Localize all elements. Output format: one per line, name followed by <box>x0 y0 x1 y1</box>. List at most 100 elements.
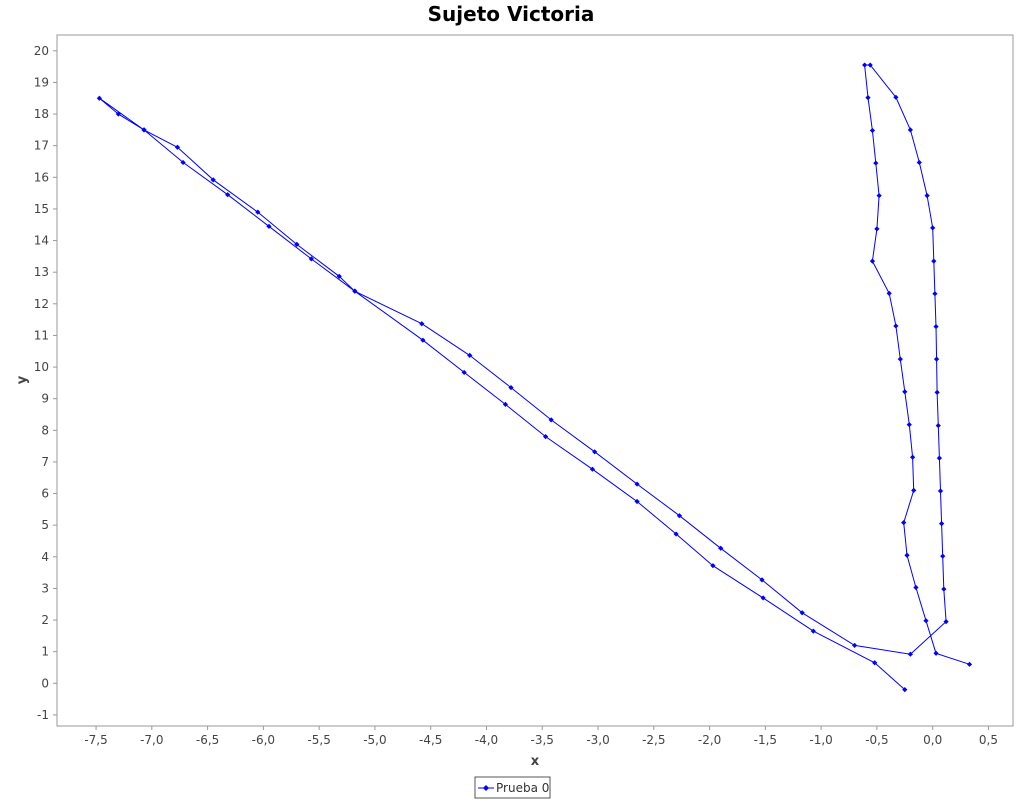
x-tick-label: 0,5 <box>979 733 998 747</box>
data-point <box>933 356 940 362</box>
x-tick-label: 0,0 <box>923 733 942 747</box>
x-tick-label: -5,5 <box>307 733 330 747</box>
x-tick-label: -2,0 <box>698 733 721 747</box>
data-point <box>502 401 509 407</box>
y-tick-label: 14 <box>34 234 49 248</box>
data-point <box>907 127 913 133</box>
data-point <box>872 660 878 666</box>
y-tick-label: 19 <box>34 75 49 89</box>
data-point <box>867 62 873 68</box>
data-point <box>96 95 102 101</box>
data-point <box>799 610 805 616</box>
data-point <box>759 577 765 583</box>
data-point <box>548 417 554 423</box>
data-point <box>592 449 598 455</box>
x-tick-label: -3,5 <box>531 733 554 747</box>
data-point <box>904 552 910 558</box>
y-tick-label: 5 <box>41 518 49 532</box>
data-point <box>115 111 121 117</box>
legend: Prueba 0 <box>474 776 551 799</box>
data-point <box>865 95 871 101</box>
y-tick-label: 12 <box>34 297 49 311</box>
data-point <box>886 290 892 296</box>
data-point <box>893 94 899 100</box>
data-point <box>467 352 473 358</box>
data-point <box>935 422 941 429</box>
y-tick-label: -1 <box>37 708 49 722</box>
y-tick-label: 13 <box>34 265 49 279</box>
y-tick-label: 0 <box>41 676 49 690</box>
data-point <box>933 323 939 330</box>
data-point <box>141 127 147 133</box>
data-point <box>851 642 858 648</box>
data-point <box>810 628 816 634</box>
data-point <box>308 256 314 262</box>
x-tick-label: -4,0 <box>475 733 498 747</box>
data-point <box>710 563 716 569</box>
y-tick-label: 3 <box>41 581 49 595</box>
y-tick-label: 20 <box>34 44 49 58</box>
legend-box <box>474 776 551 799</box>
legend-label: Prueba 0 <box>496 781 549 795</box>
data-point <box>902 687 908 693</box>
x-tick-label: -1,5 <box>754 733 777 747</box>
plot-area <box>56 34 1014 727</box>
y-tick-label: 10 <box>34 360 49 374</box>
x-tick-label: -6,0 <box>252 733 275 747</box>
y-tick-label: 2 <box>41 613 49 627</box>
x-tick-label: -7,0 <box>140 733 163 747</box>
data-point <box>869 258 876 264</box>
x-tick-label: -6,5 <box>196 733 219 747</box>
y-tick-label: 17 <box>34 139 49 153</box>
data-point <box>461 369 467 376</box>
data-point <box>901 520 907 526</box>
chart-title: Sujeto Victoria <box>428 2 595 26</box>
x-tick-label: -7,5 <box>84 733 107 747</box>
data-point <box>869 127 876 134</box>
y-tick-label: 8 <box>41 423 49 437</box>
series-layer <box>96 62 973 693</box>
data-point <box>930 225 936 231</box>
data-point <box>508 385 514 391</box>
data-point <box>911 487 917 493</box>
data-point <box>906 422 912 428</box>
data-point <box>924 193 930 199</box>
y-tick-label: 6 <box>41 487 49 501</box>
y-tick-label: 11 <box>34 328 49 342</box>
data-point <box>174 144 181 150</box>
data-point <box>255 209 261 215</box>
x-axis-label: x <box>531 754 540 769</box>
data-point <box>936 455 942 461</box>
legend-marker-icon <box>483 785 489 791</box>
data-point <box>419 321 425 327</box>
data-point <box>910 454 916 460</box>
x-tick-label: -0,5 <box>865 733 888 747</box>
data-point <box>336 273 342 279</box>
y-tick-label: 18 <box>34 107 49 121</box>
x-tick-label: -2,5 <box>642 733 665 747</box>
data-point <box>897 356 903 362</box>
data-point <box>266 223 272 229</box>
data-point <box>902 389 908 395</box>
data-point <box>760 595 766 601</box>
data-point <box>913 584 919 591</box>
y-tick-label: 7 <box>41 455 49 469</box>
data-point <box>923 618 929 624</box>
data-point <box>352 288 358 294</box>
y-tick-label: 1 <box>41 645 49 659</box>
data-point <box>676 513 683 519</box>
x-tick-label: -1,0 <box>809 733 832 747</box>
data-point <box>907 651 913 657</box>
y-tick-label: 15 <box>34 202 49 216</box>
data-point <box>934 389 940 395</box>
data-point <box>916 159 922 166</box>
data-point <box>933 650 939 656</box>
data-point <box>941 586 947 592</box>
y-axis-label: y <box>15 375 30 384</box>
data-point <box>673 531 679 537</box>
data-point <box>294 241 300 247</box>
x-tick-label: -4,5 <box>419 733 442 747</box>
data-point <box>210 177 216 183</box>
